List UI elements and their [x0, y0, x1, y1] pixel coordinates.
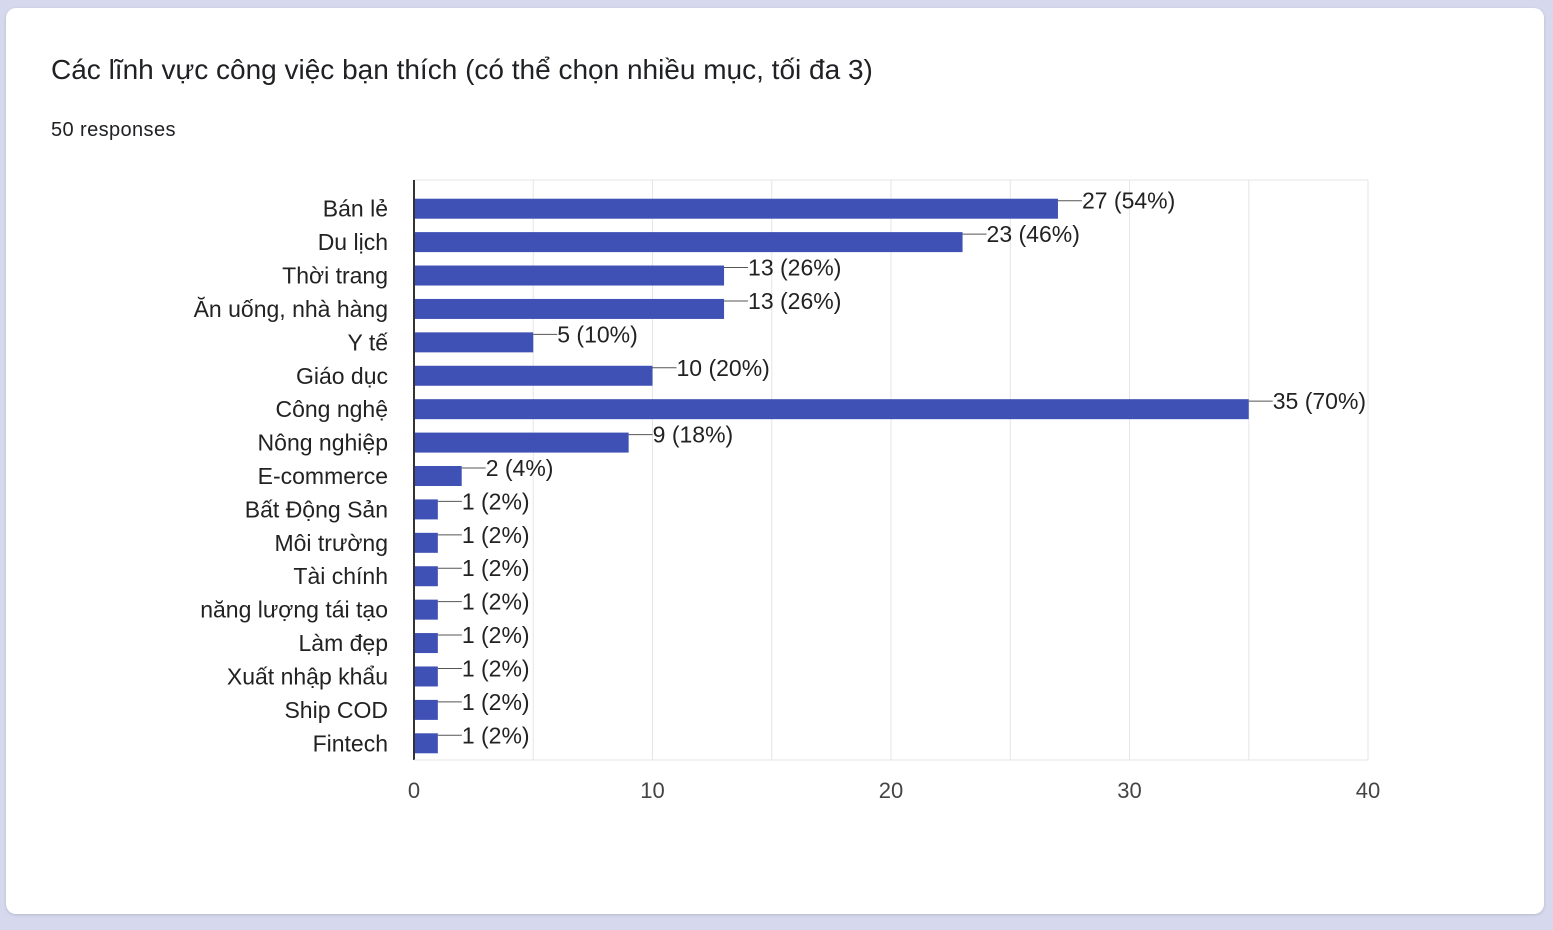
bar-3	[414, 298, 725, 319]
category-label-6: Công nghệ	[275, 396, 388, 422]
x-tick-label-40: 40	[1356, 778, 1380, 803]
value-label-6: 35 (70%)	[1273, 388, 1366, 414]
category-label-8: E-commerce	[258, 463, 388, 489]
value-label-13: 1 (2%)	[462, 622, 530, 648]
x-tick-label-0: 0	[408, 778, 420, 803]
axes	[413, 180, 1368, 761]
x-tick-label-30: 30	[1117, 778, 1141, 803]
bar-2	[414, 265, 725, 286]
category-label-15: Ship COD	[284, 697, 388, 723]
value-label-5: 10 (20%)	[677, 355, 770, 381]
value-label-4: 5 (10%)	[557, 321, 638, 347]
bar-14	[414, 666, 438, 687]
bar-10	[414, 532, 438, 553]
category-label-9: Bất Động Sản	[245, 496, 388, 522]
value-label-0: 27 (54%)	[1082, 188, 1175, 214]
value-label-10: 1 (2%)	[462, 522, 530, 548]
category-label-2: Thời trang	[282, 263, 388, 289]
category-label-13: Làm đẹp	[298, 630, 388, 656]
value-label-15: 1 (2%)	[462, 689, 530, 715]
bar-7	[414, 432, 629, 453]
value-label-12: 1 (2%)	[462, 589, 530, 615]
chart-title: Các lĩnh vực công việc bạn thích (có thể…	[51, 54, 873, 85]
value-label-8: 2 (4%)	[486, 455, 554, 481]
response-count: 50 responses	[51, 119, 176, 141]
value-label-9: 1 (2%)	[462, 488, 530, 514]
category-label-3: Ăn uống, nhà hàng	[194, 296, 388, 322]
bar-4	[414, 332, 534, 353]
bar-13	[414, 633, 438, 654]
value-label-16: 1 (2%)	[462, 722, 530, 748]
bar-15	[414, 699, 438, 720]
x-tick-label-10: 10	[640, 778, 664, 803]
chart-card: Các lĩnh vực công việc bạn thích (có thể…	[6, 8, 1544, 914]
value-label-7: 9 (18%)	[653, 422, 734, 448]
category-label-12: năng lượng tái tạo	[200, 597, 388, 623]
category-label-0: Bán lẻ	[323, 196, 388, 222]
category-label-11: Tài chính	[293, 563, 388, 589]
bar-9	[414, 499, 438, 520]
bar-8	[414, 466, 462, 486]
value-label-1: 23 (46%)	[987, 221, 1080, 247]
category-label-7: Nông nghiệp	[258, 430, 388, 456]
bar-16	[414, 733, 438, 754]
category-label-10: Môi trường	[274, 530, 388, 556]
category-label-4: Y tế	[348, 329, 389, 355]
value-label-14: 1 (2%)	[462, 655, 530, 681]
category-label-14: Xuất nhập khẩu	[227, 663, 388, 689]
bar-chart: Bán lẻ 27 (54%) Du lịch 23 (46%) Thời trang 1…	[194, 179, 1381, 803]
category-label-5: Giáo dục	[296, 363, 388, 389]
value-label-2: 13 (26%)	[748, 255, 841, 281]
value-label-3: 13 (26%)	[748, 288, 841, 314]
category-label-1: Du lịch	[318, 229, 388, 255]
labels: Bán lẻ 27 (54%) Du lịch 23 (46%) Thời trang 1…	[194, 188, 1381, 803]
bar-1	[414, 232, 963, 253]
grid-lines	[414, 179, 1369, 760]
x-tick-label-20: 20	[879, 778, 903, 803]
bars	[414, 198, 1249, 754]
bar-11	[414, 566, 438, 587]
bar-6	[414, 399, 1249, 420]
bar-0	[414, 198, 1058, 219]
bar-12	[414, 599, 438, 620]
bar-5	[414, 365, 653, 386]
value-label-11: 1 (2%)	[462, 555, 530, 581]
category-label-16: Fintech	[313, 730, 388, 756]
